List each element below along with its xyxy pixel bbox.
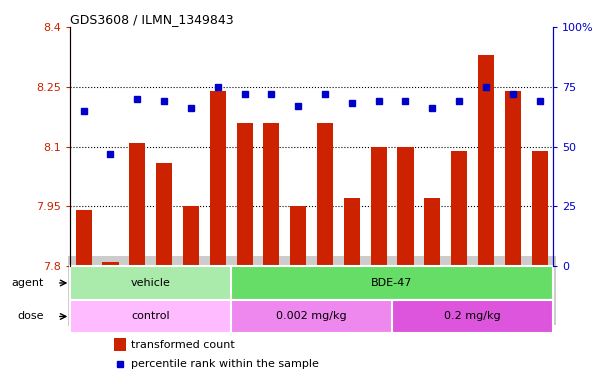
Bar <box>130 142 145 266</box>
Text: GDS3608 / ILMN_1349843: GDS3608 / ILMN_1349843 <box>70 13 234 26</box>
Text: dose: dose <box>17 311 43 321</box>
Bar <box>103 262 119 266</box>
Bar <box>183 206 199 266</box>
Bar <box>70 300 231 333</box>
Text: BDE-47: BDE-47 <box>371 278 413 288</box>
Bar <box>424 199 441 266</box>
Bar <box>478 55 494 266</box>
Bar <box>231 300 392 333</box>
Bar <box>532 151 547 266</box>
Bar <box>290 206 306 266</box>
Text: 0.2 mg/kg: 0.2 mg/kg <box>444 311 501 321</box>
Bar <box>236 122 252 266</box>
Text: transformed count: transformed count <box>131 340 235 350</box>
Text: 0.002 mg/kg: 0.002 mg/kg <box>276 311 347 321</box>
Text: control: control <box>131 311 170 321</box>
Bar <box>70 266 231 300</box>
Text: vehicle: vehicle <box>131 278 170 288</box>
Bar <box>451 151 467 266</box>
Bar <box>263 122 279 266</box>
Bar <box>231 266 553 300</box>
Bar <box>156 162 172 266</box>
Bar <box>114 338 126 351</box>
Bar <box>505 91 521 266</box>
Bar <box>76 210 92 266</box>
Bar <box>397 147 414 266</box>
Bar <box>392 300 553 333</box>
Bar <box>371 147 387 266</box>
Bar <box>210 91 226 266</box>
Bar <box>344 199 360 266</box>
Text: agent: agent <box>11 278 43 288</box>
Text: percentile rank within the sample: percentile rank within the sample <box>131 359 318 369</box>
Bar <box>317 122 333 266</box>
